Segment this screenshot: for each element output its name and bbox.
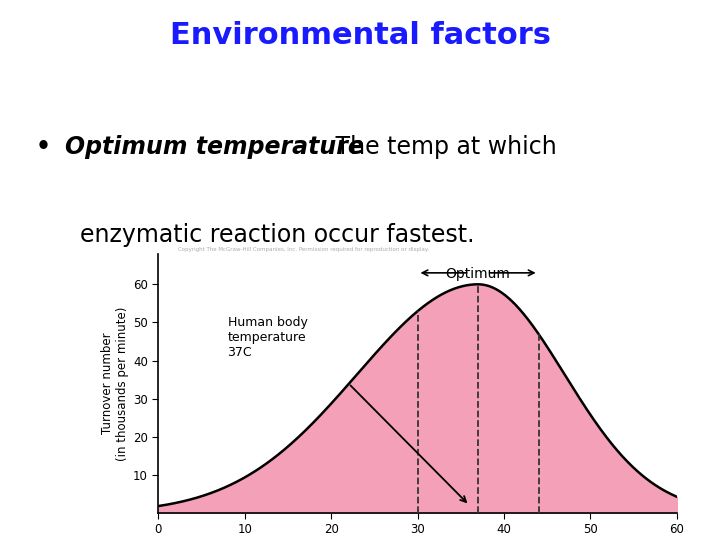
Text: enzymatic reaction occur fastest.: enzymatic reaction occur fastest. bbox=[65, 223, 474, 247]
Text: The temp at which: The temp at which bbox=[328, 135, 557, 159]
Text: Environmental factors: Environmental factors bbox=[169, 21, 551, 50]
X-axis label: c: c bbox=[413, 539, 423, 540]
Y-axis label: Turnover number
(in thousands per minute): Turnover number (in thousands per minute… bbox=[101, 306, 129, 461]
Text: Human body
temperature
37C: Human body temperature 37C bbox=[228, 316, 307, 359]
Text: Copyright The McGraw-Hill Companies, Inc. Permission required for reproduction o: Copyright The McGraw-Hill Companies, Inc… bbox=[178, 247, 429, 252]
Text: Optimum: Optimum bbox=[446, 267, 510, 281]
Text: •: • bbox=[36, 135, 51, 159]
Text: Optimum temperature: Optimum temperature bbox=[65, 135, 364, 159]
